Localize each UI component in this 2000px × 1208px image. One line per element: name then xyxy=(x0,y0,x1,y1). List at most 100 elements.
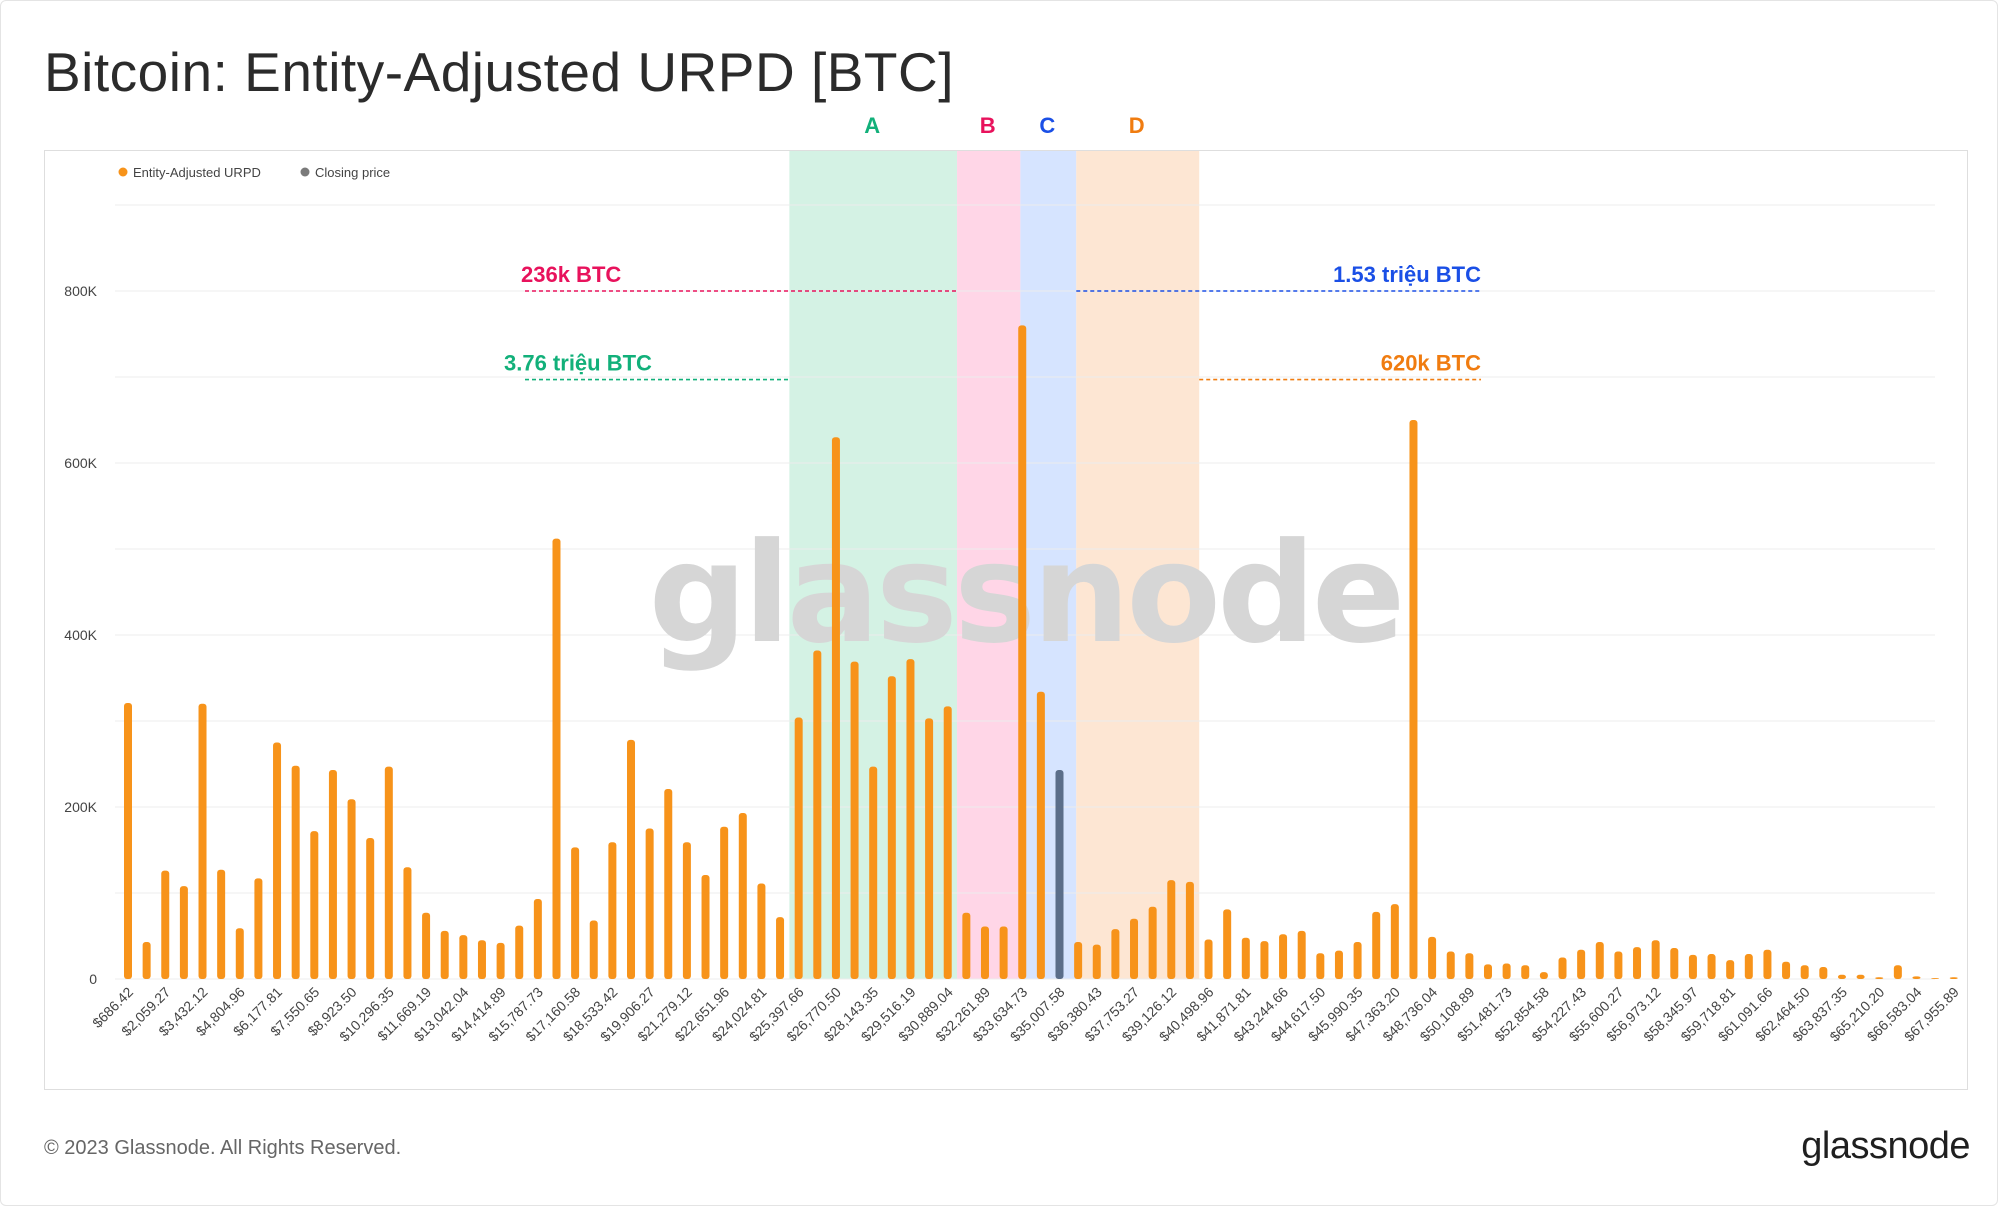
urpd-bar xyxy=(1819,966,1828,979)
zone-label-a: A xyxy=(864,113,881,138)
urpd-bar xyxy=(1614,951,1623,979)
urpd-bar xyxy=(328,770,337,979)
urpd-bar xyxy=(254,878,263,979)
urpd-bar xyxy=(1018,325,1027,979)
legend-label-urpd: Entity-Adjusted URPD xyxy=(133,165,261,180)
urpd-bar xyxy=(1577,949,1586,979)
urpd-bar xyxy=(161,870,170,979)
urpd-bar xyxy=(1856,974,1865,979)
urpd-bar xyxy=(384,766,393,979)
glassnode-logo: glassnode xyxy=(1801,1125,1970,1167)
urpd-bar xyxy=(1744,954,1753,979)
urpd-bar xyxy=(217,869,226,979)
urpd-bar xyxy=(999,926,1008,979)
urpd-bar xyxy=(1204,939,1213,979)
urpd-bar xyxy=(1539,972,1548,979)
urpd-bar xyxy=(1409,420,1418,979)
urpd-bar xyxy=(459,935,468,979)
urpd-bar xyxy=(608,842,617,979)
urpd-bar xyxy=(124,702,132,979)
urpd-bar xyxy=(1595,942,1604,979)
y-tick-label: 600K xyxy=(64,455,97,471)
urpd-bar xyxy=(813,650,822,979)
urpd-bar xyxy=(1241,937,1250,979)
annotation-label: 236k BTC xyxy=(521,262,621,287)
zone-band-b xyxy=(957,151,1021,979)
urpd-bar xyxy=(1334,950,1343,979)
urpd-bar xyxy=(1893,965,1902,979)
urpd-bar xyxy=(440,930,449,979)
urpd-bar xyxy=(1185,881,1194,979)
urpd-bar xyxy=(1167,880,1176,979)
urpd-bar xyxy=(235,928,244,979)
urpd-bar xyxy=(1260,941,1269,979)
urpd-bar xyxy=(980,926,989,979)
y-tick-label: 400K xyxy=(64,627,97,643)
urpd-bar xyxy=(1036,691,1045,979)
watermark: glassnode xyxy=(649,513,1402,674)
urpd-bar xyxy=(310,831,319,979)
urpd-bar xyxy=(1148,906,1157,979)
legend-marker-urpd xyxy=(118,167,128,177)
urpd-bar xyxy=(347,799,356,979)
urpd-bar xyxy=(627,739,636,979)
urpd-bar xyxy=(1931,978,1940,979)
urpd-bar xyxy=(1912,976,1921,979)
urpd-bar xyxy=(1111,929,1120,979)
urpd-bar xyxy=(1074,942,1083,979)
urpd-bar xyxy=(869,766,878,979)
urpd-bar xyxy=(757,883,766,979)
urpd-bar xyxy=(1633,947,1642,979)
zone-label-c: C xyxy=(1039,113,1056,138)
footer-copyright: © 2023 Glassnode. All Rights Reserved. xyxy=(44,1137,402,1159)
urpd-bar xyxy=(1800,965,1809,979)
urpd-bar xyxy=(701,874,710,979)
urpd-bar xyxy=(273,742,282,979)
urpd-bar xyxy=(403,867,412,979)
urpd-bar xyxy=(682,842,691,979)
urpd-bar xyxy=(1092,944,1101,979)
y-tick-label: 0 xyxy=(89,971,97,987)
urpd-bar xyxy=(571,847,580,979)
urpd-bar xyxy=(1670,948,1679,979)
legend-label-closing: Closing price xyxy=(315,165,390,180)
urpd-bar xyxy=(552,538,561,979)
urpd-bar xyxy=(1130,918,1139,979)
urpd-bar xyxy=(906,659,915,979)
urpd-bar xyxy=(1875,977,1884,979)
closing-price-bar xyxy=(1055,770,1064,979)
urpd-bar-chart: 0200K400K600K800Kglassnode$686.42$2,059.… xyxy=(64,151,1962,1045)
urpd-bar xyxy=(794,717,803,979)
annotation-label: 620k BTC xyxy=(1381,351,1481,376)
zone-band-d xyxy=(1076,151,1200,979)
urpd-bar xyxy=(887,676,896,979)
urpd-bar xyxy=(1316,953,1325,979)
urpd-bar xyxy=(1502,963,1511,979)
page-title: Bitcoin: Entity-Adjusted URPD [BTC] xyxy=(44,41,955,103)
urpd-bar xyxy=(1782,961,1791,979)
urpd-bar xyxy=(1521,965,1530,979)
urpd-bar xyxy=(589,920,598,979)
zone-band-c xyxy=(1020,151,1077,979)
urpd-bar xyxy=(1949,977,1958,979)
urpd-bar xyxy=(1428,936,1437,979)
urpd-bar xyxy=(422,912,431,979)
urpd-bar xyxy=(366,837,375,979)
y-tick-label: 800K xyxy=(64,283,97,299)
chart-container: 0 200K 400K 600K 800K glassnode $686.42 $2,059.… xyxy=(44,150,1968,1090)
y-tick-label: 200K xyxy=(64,799,97,815)
urpd-bar xyxy=(1837,974,1846,979)
urpd-bar xyxy=(645,828,654,979)
urpd-bar xyxy=(1707,954,1716,979)
urpd-bar xyxy=(776,917,785,979)
urpd-bar xyxy=(1483,964,1492,979)
urpd-bar xyxy=(925,718,934,979)
annotation-label: 3.76 triệu BTC xyxy=(504,351,652,376)
urpd-bar xyxy=(664,788,673,979)
urpd-bar xyxy=(943,706,952,979)
urpd-bar xyxy=(1726,960,1735,979)
urpd-bar xyxy=(1651,940,1660,979)
urpd-bar xyxy=(1372,911,1381,979)
urpd-bar xyxy=(1688,954,1697,979)
